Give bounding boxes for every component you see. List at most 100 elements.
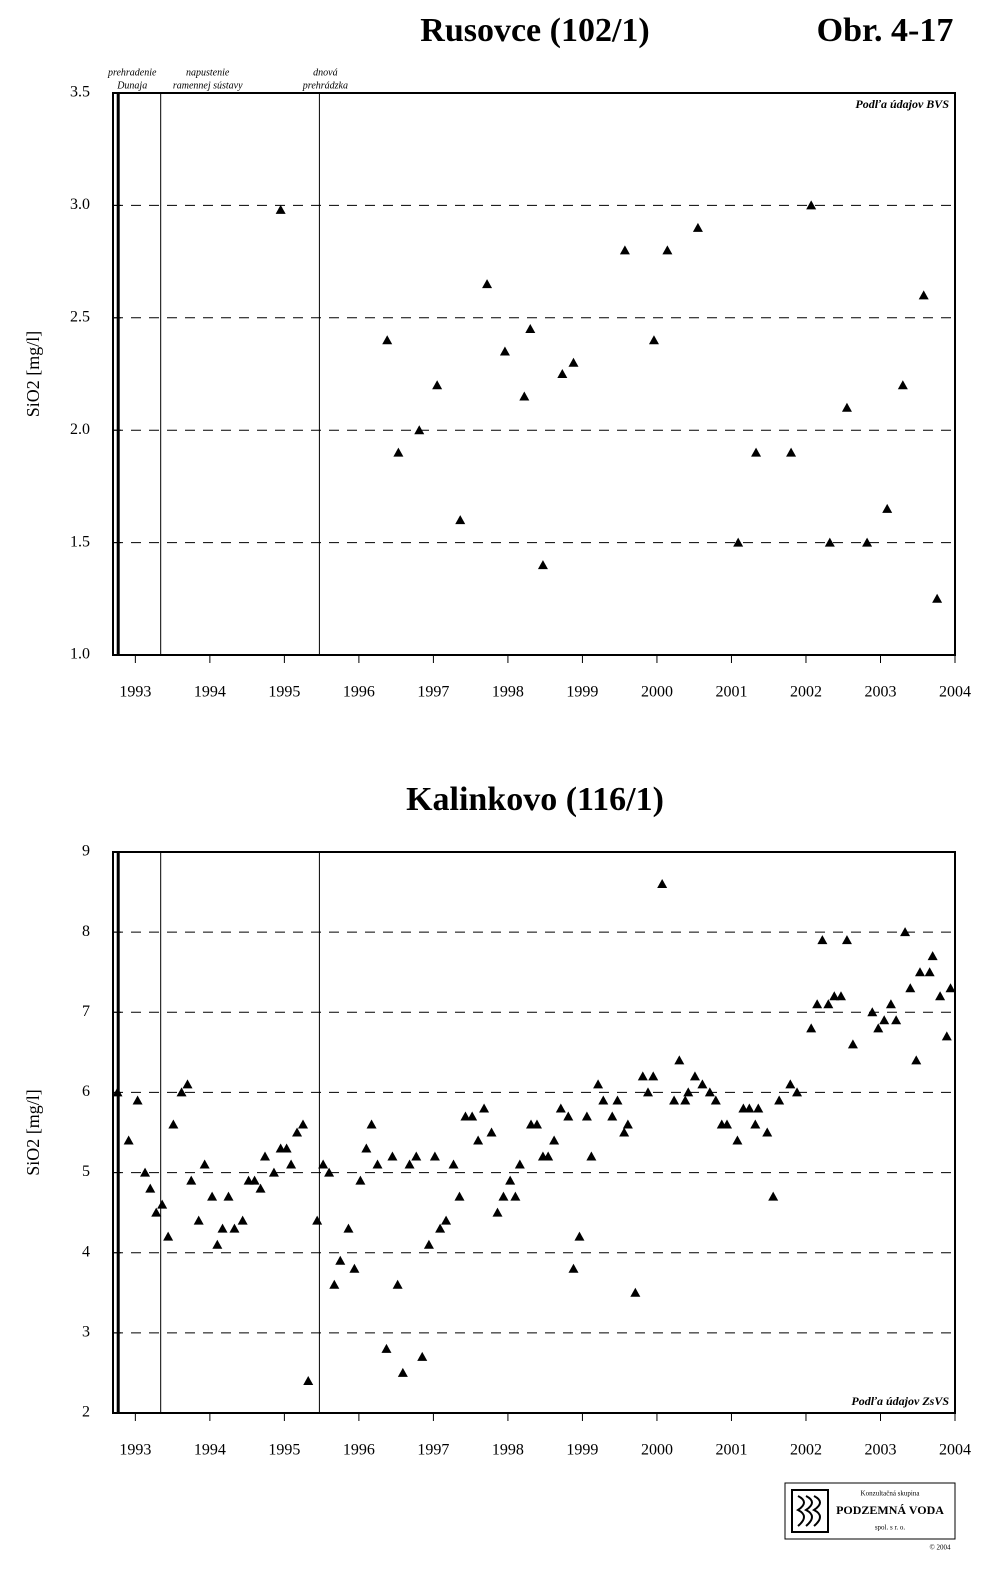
data-point [429, 1151, 440, 1161]
x-tick-label: 1993 [119, 684, 151, 701]
data-point [455, 515, 466, 525]
data-point [689, 1071, 700, 1081]
data-point [435, 1223, 446, 1233]
data-point [932, 593, 943, 603]
data-point [732, 1135, 743, 1145]
data-point [417, 1351, 428, 1361]
data-point [581, 1111, 592, 1121]
y-tick-label: 6 [82, 1083, 90, 1100]
y-tick-label: 7 [82, 1003, 90, 1020]
data-point [460, 1111, 471, 1121]
logo-copyright: © 2004 [929, 1544, 951, 1552]
data-point [498, 1191, 509, 1201]
x-tick-label: 2003 [864, 684, 896, 701]
data-point [318, 1159, 329, 1169]
x-tick-label: 2002 [790, 684, 822, 701]
data-point [335, 1255, 346, 1265]
data-point [531, 1119, 542, 1129]
data-point [927, 951, 938, 961]
data-point [637, 1071, 648, 1081]
logo-waves [796, 1495, 821, 1527]
data-point [237, 1215, 248, 1225]
logo: Konzultačná skupina PODZEMNÁ VODA spol. … [784, 1482, 956, 1552]
x-tick-label: 2001 [715, 684, 747, 701]
y-tick-label: 1.0 [70, 646, 90, 663]
data-point [199, 1159, 210, 1169]
data-point [132, 1095, 143, 1105]
chart-title: Kalinkovo (116/1) [406, 781, 664, 818]
data-point [662, 245, 673, 255]
data-point [404, 1159, 415, 1169]
data-point [229, 1223, 240, 1233]
data-point [292, 1127, 303, 1137]
data-point [525, 324, 536, 334]
data-point [786, 447, 797, 457]
event-label: napustenie [186, 67, 230, 78]
data-point [505, 1175, 516, 1185]
data-point [710, 1095, 721, 1105]
data-point [479, 1103, 490, 1113]
data-point [151, 1207, 162, 1217]
data-point [911, 1055, 922, 1065]
data-point [598, 1095, 609, 1105]
plot-frame [112, 851, 956, 1414]
data-point [176, 1087, 187, 1097]
data-point [303, 1375, 314, 1385]
y-tick-label: 4 [82, 1243, 90, 1260]
x-tick-label: 1999 [566, 1442, 598, 1459]
x-tick-label: 1998 [492, 684, 524, 701]
data-point [537, 560, 548, 570]
y-tick-label: 8 [82, 923, 90, 940]
data-point [674, 1055, 685, 1065]
data-point [492, 1207, 503, 1217]
data-point [486, 1127, 497, 1137]
y-tick-label: 2.0 [70, 421, 90, 438]
chart: Kalinkovo (116/1) SiO2 [mg/l] 2 3 4 5 6 7 8 9 1993… [23, 781, 971, 1459]
y-tick-label: 3.5 [70, 84, 90, 101]
x-tick-label: 1996 [343, 1442, 375, 1459]
x-tick-label: 1996 [343, 684, 375, 701]
data-point [643, 1087, 654, 1097]
data-point [774, 1095, 785, 1105]
data-point [806, 200, 817, 210]
source-note: Podľa údajov BVS [855, 97, 949, 111]
data-point [355, 1175, 366, 1185]
data-point [753, 1103, 764, 1113]
data-point [186, 1175, 197, 1185]
data-point [557, 369, 568, 378]
data-point [835, 991, 846, 1001]
data-point [414, 425, 425, 435]
data-point [941, 1031, 952, 1041]
data-point [704, 1087, 715, 1097]
data-point [467, 1111, 478, 1121]
data-point [612, 1095, 623, 1105]
data-point [249, 1175, 260, 1185]
data-point [255, 1183, 266, 1193]
data-point [382, 335, 393, 345]
data-point [692, 222, 703, 232]
data-point [563, 1111, 574, 1121]
data-point [751, 447, 762, 457]
data-point [862, 537, 873, 547]
y-tick-label: 3 [82, 1324, 90, 1341]
figure-label: Obr. 4-17 [817, 12, 954, 49]
x-tick-label: 2004 [939, 1442, 971, 1459]
plot-frame [112, 92, 956, 656]
data-point [163, 1231, 174, 1241]
data-point [867, 1007, 878, 1017]
data-point [924, 967, 935, 977]
data-point [697, 1079, 708, 1089]
data-point [721, 1119, 732, 1129]
data-point [733, 537, 744, 547]
y-axis-label: SiO2 [mg/l] [23, 331, 43, 418]
chart: Rusovce (102/1) SiO2 [mg/l] 1.0 1.5 2.0 2.5 3.… [23, 12, 971, 701]
data-point [207, 1191, 218, 1201]
x-tick-label: 2000 [641, 684, 673, 701]
data-point [411, 1151, 422, 1161]
data-point [792, 1087, 803, 1097]
data-point [680, 1095, 691, 1105]
data-point [622, 1119, 633, 1129]
x-tick-label: 1998 [492, 1442, 524, 1459]
x-tick-label: 1997 [417, 684, 449, 701]
data-point [387, 1151, 398, 1161]
